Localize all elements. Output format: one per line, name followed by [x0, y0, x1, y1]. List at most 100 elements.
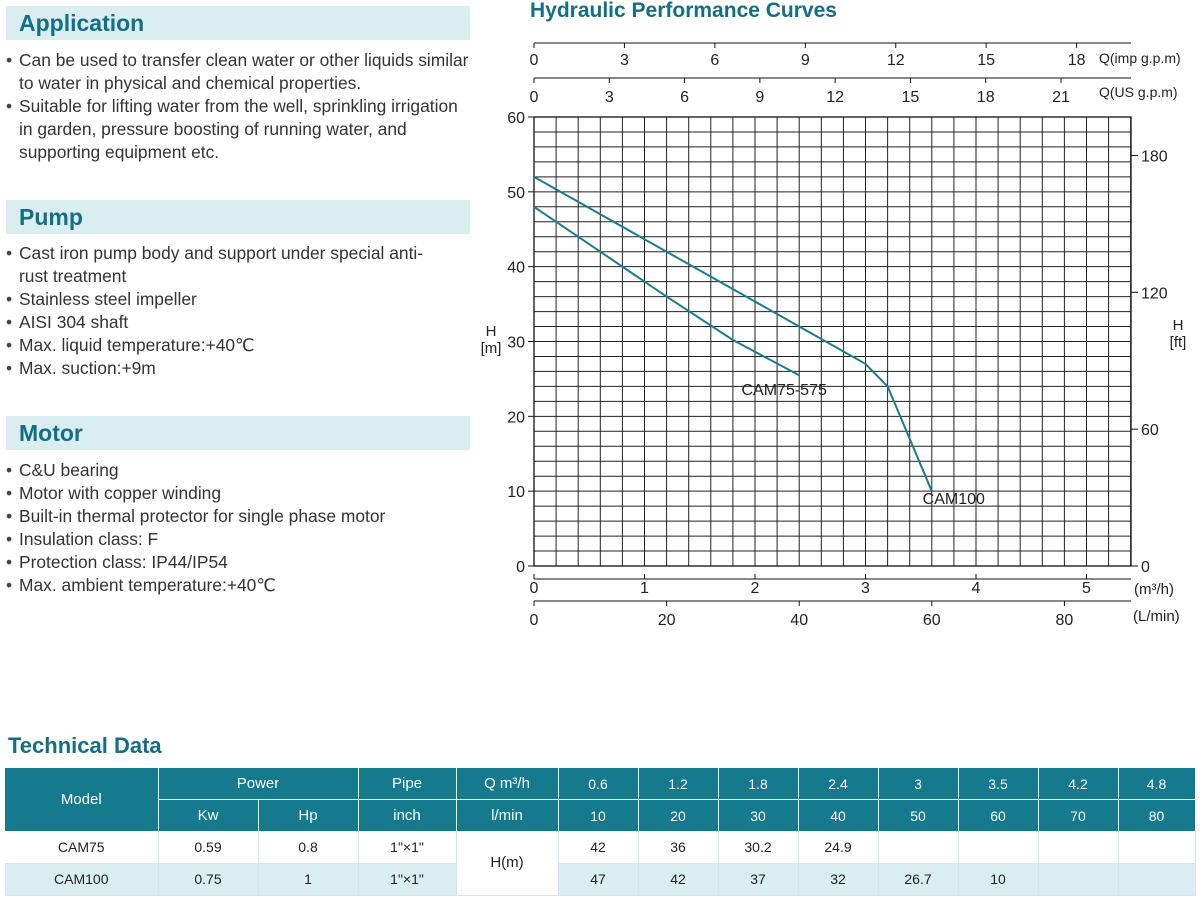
q-lmin-cell: 30: [718, 799, 799, 831]
technical-data-title: Technical Data: [8, 733, 162, 758]
x-us-tick-label: 0: [530, 89, 539, 106]
x-imp-tick-label: 0: [530, 52, 539, 69]
hp-cell: 1: [258, 863, 359, 896]
x-tick-label: 1: [640, 580, 649, 597]
list-item: Insulation class: F: [6, 528, 476, 551]
model-header: Model: [5, 768, 159, 832]
chart-title: Hydraulic Performance Curves: [530, 0, 837, 22]
x-lmin-tick-label: 20: [658, 612, 676, 629]
y-tick-label: 30: [507, 335, 525, 352]
list-item: Motor with copper winding: [6, 482, 476, 505]
pipe-cell: 1"×1": [358, 831, 457, 864]
x-us-tick-label: 12: [826, 89, 844, 106]
x-lmin-tick-label: 40: [790, 612, 808, 629]
series-label: CAM75-575: [742, 382, 827, 399]
q-m3h-cell: 3.5: [958, 768, 1039, 800]
q-lmin-cell: 70: [1038, 799, 1119, 831]
model-cell: CAM100: [5, 863, 159, 896]
head-cell: 42: [638, 863, 719, 896]
y-axis-label: H: [486, 323, 497, 340]
inch-header: inch: [358, 799, 457, 831]
kw-cell: 0.59: [158, 831, 259, 864]
y-right-axis-unit: [ft]: [1170, 334, 1187, 351]
list-item: Built-in thermal protector for single ph…: [6, 505, 476, 528]
x-us-tick-label: 21: [1052, 89, 1070, 106]
motor-header: Motor: [6, 416, 470, 450]
pipe-header: Pipe: [358, 768, 457, 800]
q-m3h-cell: 0.6: [558, 768, 639, 800]
y-right-axis-label: H: [1173, 317, 1184, 334]
list-item: Suitable for lifting water from the well…: [6, 95, 476, 164]
q-lmin-cell: 40: [798, 799, 879, 831]
head-cell: 47: [558, 863, 639, 896]
pump-title: Pump: [19, 204, 83, 230]
head-cell: [1118, 831, 1196, 864]
table-subheader-row: Kw Hp inch l/min 10 20 30 40 50 60 70 80: [5, 799, 1196, 831]
x-us-tick-label: 9: [755, 89, 764, 106]
pipe-cell: 1"×1": [358, 863, 457, 896]
head-cell: 26.7: [878, 863, 959, 896]
head-cell: 36: [638, 831, 719, 864]
x-tick-label: 4: [972, 580, 981, 597]
y-tick-label: 40: [507, 260, 525, 277]
head-label-cell: H(m): [456, 831, 559, 896]
list-item: Protection class: IP44/IP54: [6, 551, 476, 574]
q-lmin-cell: 50: [878, 799, 959, 831]
y-right-tick-label: 180: [1141, 148, 1168, 165]
head-cell: 37: [718, 863, 799, 896]
application-header: Application: [6, 6, 470, 40]
pump-header: Pump: [6, 200, 470, 234]
q-m3h-cell: 4.8: [1118, 768, 1196, 800]
x-tick-label: 0: [530, 580, 539, 597]
list-item: Can be used to transfer clean water or o…: [6, 49, 476, 95]
power-header: Power: [158, 768, 359, 800]
x-tick-label: 3: [861, 580, 870, 597]
q-m3h-cell: 1.2: [638, 768, 719, 800]
curve-cam75-575: [533, 205, 800, 377]
application-list: Can be used to transfer clean water or o…: [6, 49, 476, 164]
x-imp-tick-label: 6: [710, 52, 719, 69]
x-us-tick-label: 18: [977, 89, 995, 106]
series-label: CAM100: [923, 491, 985, 508]
list-item: C&U bearing: [6, 459, 476, 482]
motor-list: C&U bearing Motor with copper winding Bu…: [6, 459, 476, 597]
list-item: Cast iron pump body and support under sp…: [6, 242, 439, 288]
q-lmin-cell: 80: [1118, 799, 1196, 831]
x-axis-imp-label: Q(imp g.p.m): [1099, 50, 1181, 66]
curve-cam100: [533, 176, 933, 492]
head-cell: [1038, 831, 1119, 864]
y-tick-label: 0: [516, 559, 525, 576]
q-m3h-cell: 4.2: [1038, 768, 1119, 800]
x-lmin-tick-label: 80: [1056, 612, 1074, 629]
head-cell: 24.9: [798, 831, 879, 864]
x-imp-tick-label: 9: [801, 52, 810, 69]
head-cell: 30.2: [718, 831, 799, 864]
x-tick-label: 5: [1082, 580, 1091, 597]
y-tick-label: 10: [507, 484, 525, 501]
x-axis-lmin-label: (L/min): [1133, 608, 1180, 625]
y-axis-unit: [m]: [481, 340, 502, 357]
table-row: CAM100 0.75 1 1"×1" 47 42 37 32 26.7 10: [5, 863, 1196, 896]
application-title: Application: [19, 10, 145, 36]
kw-header: Kw: [158, 799, 259, 831]
x-lmin-tick-label: 60: [923, 612, 941, 629]
x-imp-tick-label: 18: [1068, 52, 1086, 69]
y-tick-label: 50: [507, 185, 525, 202]
x-lmin-tick-label: 0: [530, 612, 539, 629]
kw-cell: 0.75: [158, 863, 259, 896]
x-axis-label: (m³/h): [1134, 581, 1174, 598]
x-imp-tick-label: 12: [887, 52, 905, 69]
head-cell: 42: [558, 831, 639, 864]
list-item: Stainless steel impeller: [6, 288, 476, 311]
y-right-tick-label: 60: [1141, 422, 1159, 439]
head-cell: 32: [798, 863, 879, 896]
q-unit-header: Q m³/h: [456, 768, 559, 800]
x-axis-us-label: Q(US g.p.m): [1099, 84, 1178, 100]
x-us-tick-label: 6: [680, 89, 689, 106]
model-cell: CAM75: [5, 831, 159, 864]
x-imp-tick-label: 3: [620, 52, 629, 69]
q-lmin-cell: 10: [558, 799, 639, 831]
head-cell: [1038, 863, 1119, 896]
x-us-tick-label: 3: [605, 89, 614, 106]
